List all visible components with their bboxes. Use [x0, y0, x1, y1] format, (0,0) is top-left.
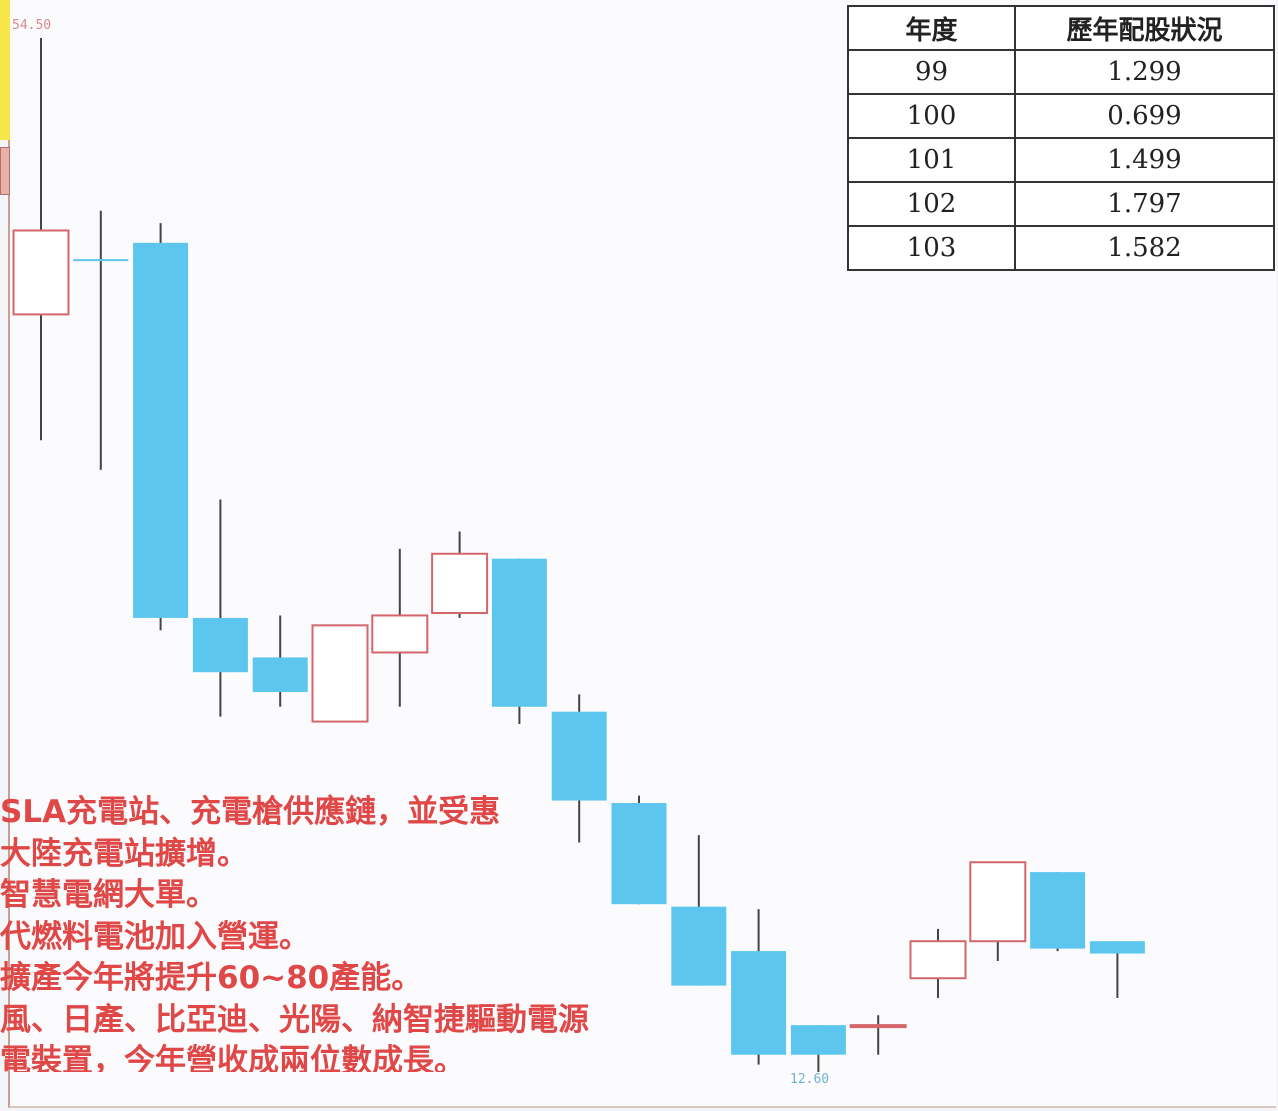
candle: [1030, 872, 1085, 951]
candle: [1090, 941, 1145, 998]
table-row: 100 0.699: [848, 94, 1274, 138]
candle: [851, 1015, 906, 1054]
candle-body: [253, 657, 308, 692]
candle: [432, 532, 487, 618]
dividend-cell: 1.797: [1015, 182, 1274, 226]
dividend-cell: 1.299: [1015, 50, 1274, 94]
year-cell: 101: [848, 138, 1015, 182]
dividend-cell: 0.699: [1015, 94, 1274, 138]
table-row: 101 1.499: [848, 138, 1274, 182]
year-cell: 100: [848, 94, 1015, 138]
dividend-cell: 1.582: [1015, 226, 1274, 270]
candle-body: [911, 941, 966, 978]
high-price-label: 54.50: [12, 18, 51, 33]
candle: [193, 499, 248, 716]
annotation-notes: SLA充電站、充電槍供應鏈，並受惠 大陸充電站擴增。 智慧電網大單。 代燃料電池…: [0, 792, 800, 1072]
candle-body: [372, 615, 427, 652]
candle: [970, 862, 1025, 961]
candle: [313, 625, 368, 721]
candle-body: [492, 559, 547, 707]
candle-body: [1030, 872, 1085, 949]
candle-body: [14, 230, 69, 314]
candle: [372, 549, 427, 707]
candle: [492, 559, 547, 724]
candle: [133, 223, 188, 630]
note-line: 風、日產、比亞迪、光陽、納智捷驅動電源: [0, 1000, 800, 1042]
candle: [253, 615, 308, 706]
candle: [911, 929, 966, 998]
candle: [14, 38, 69, 440]
candle-body: [851, 1025, 906, 1027]
note-line: 電裝置，今年營收成兩位數成長。: [0, 1041, 800, 1072]
dividend-cell: 1.499: [1015, 138, 1274, 182]
table-row: 99 1.299: [848, 50, 1274, 94]
candle-body: [970, 862, 1025, 941]
dividend-table: 年度 歷年配股狀況 99 1.299 100 0.699 101 1.499 1…: [847, 5, 1275, 271]
candle-body: [552, 712, 607, 801]
candle-body: [133, 243, 188, 618]
year-cell: 99: [848, 50, 1015, 94]
candle-body: [193, 618, 248, 672]
note-line: SLA充電站、充電槍供應鏈，並受惠: [0, 792, 800, 834]
table-row: 103 1.582: [848, 226, 1274, 270]
low-price-label: 12.60: [790, 1072, 829, 1087]
candle-body: [432, 554, 487, 613]
note-line: 智慧電網大單。: [0, 875, 800, 917]
table-row: 102 1.797: [848, 182, 1274, 226]
candle-body: [1090, 941, 1145, 953]
header-dividend: 歷年配股狀況: [1015, 6, 1274, 50]
note-line: 大陸充電站擴增。: [0, 834, 800, 876]
year-cell: 103: [848, 226, 1015, 270]
header-year: 年度: [848, 6, 1015, 50]
note-line: 擴產今年將提升60~80產能。: [0, 958, 800, 1000]
candle-body: [313, 625, 368, 721]
candle: [73, 211, 128, 470]
year-cell: 102: [848, 182, 1015, 226]
note-line: 代燃料電池加入營運。: [0, 917, 800, 959]
dividend-table-header-row: 年度 歷年配股狀況: [848, 6, 1274, 50]
